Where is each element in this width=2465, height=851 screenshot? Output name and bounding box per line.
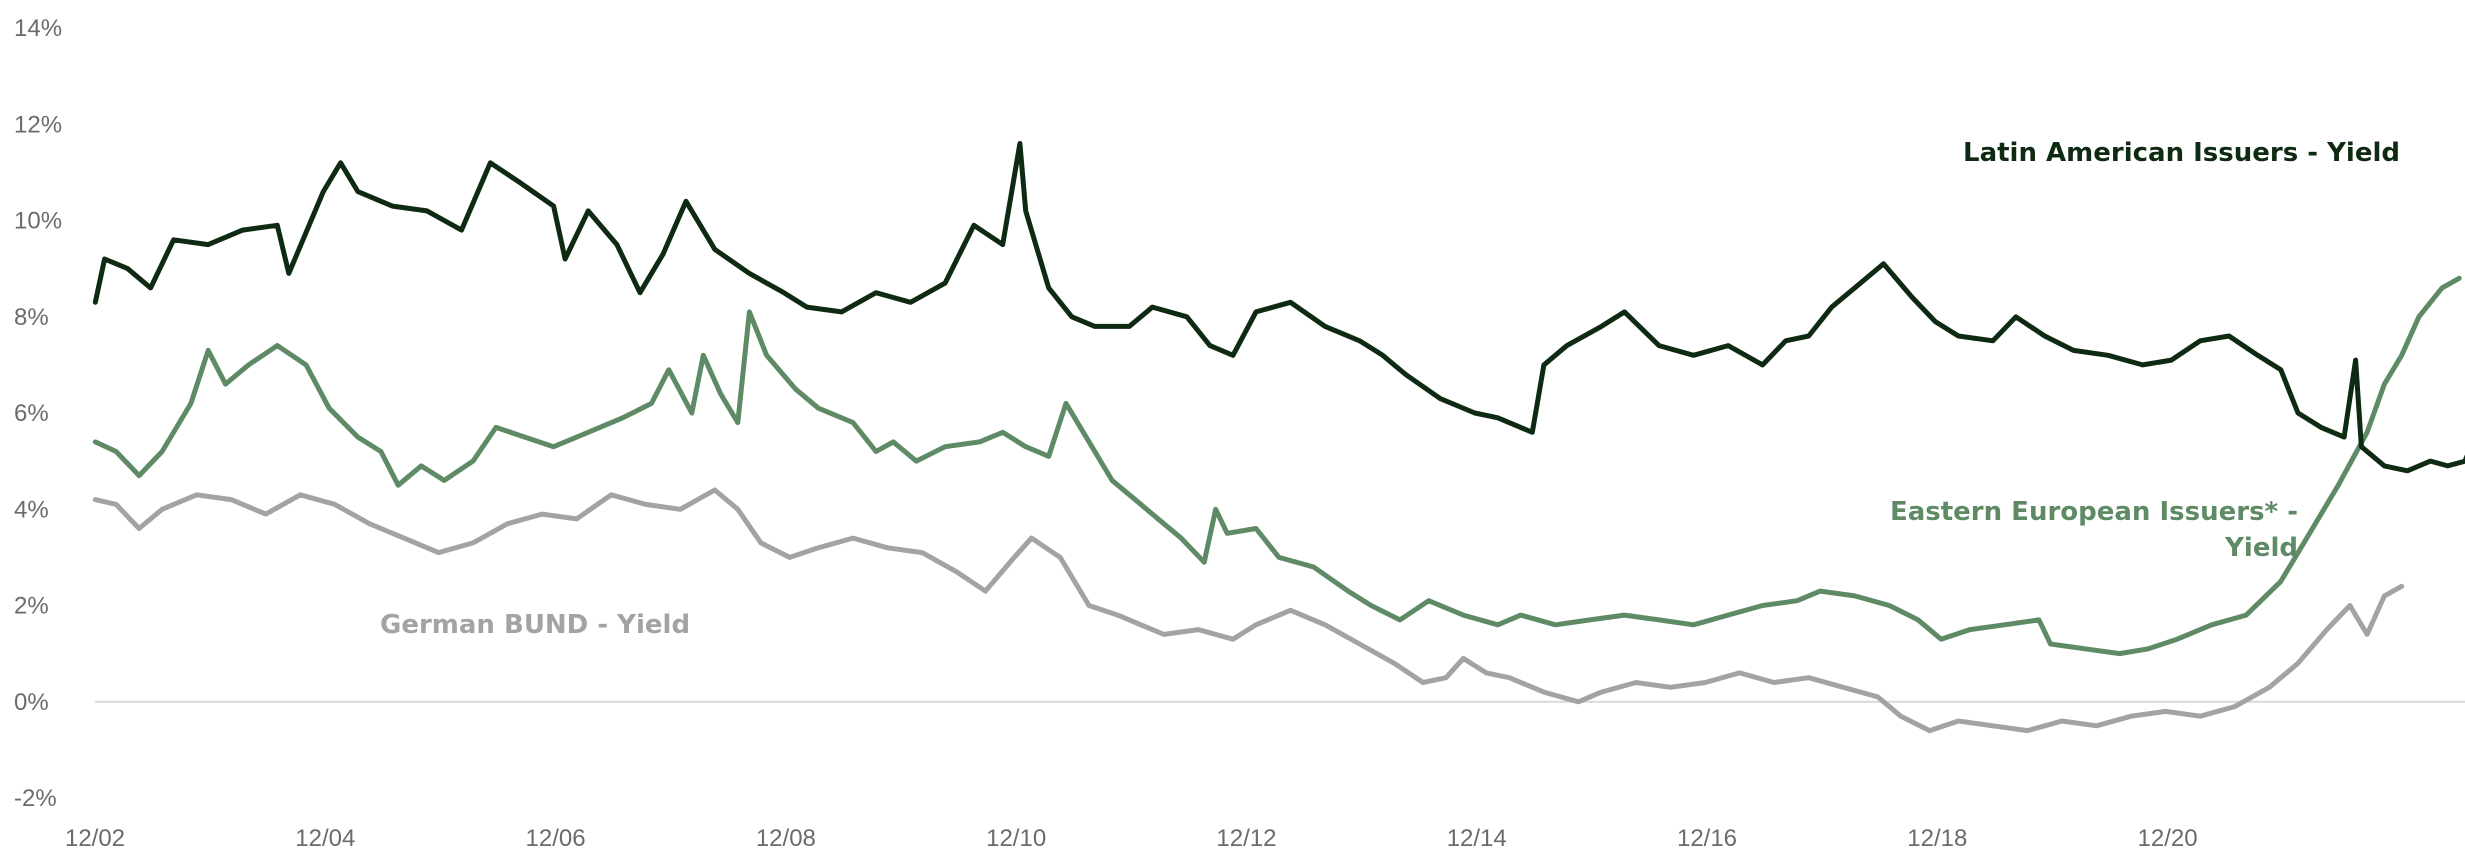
y-tick-label: 10%: [14, 208, 62, 235]
series-line-german-bund: [92, 487, 2405, 734]
label-latin-american-issuers: Latin American Issuers - Yield: [1963, 138, 2400, 168]
y-tick-label: -2%: [14, 785, 57, 812]
x-axis: 12/02 12/04 12/06 12/08 12/10 12/12 12/14 12/16…: [65, 825, 2198, 851]
y-tick-label: 2%: [14, 593, 49, 620]
x-tick-label: 12/12: [1216, 825, 1276, 851]
series-layer: [92, 141, 2465, 734]
label-eastern-european-issuers-line1: Eastern European Issuers* -: [1890, 497, 2298, 527]
y-tick-label: 0%: [14, 689, 49, 716]
label-german-bund: German BUND - Yield: [380, 610, 690, 640]
y-tick-label: 4%: [14, 496, 49, 523]
x-tick-label: 12/16: [1677, 825, 1737, 851]
x-tick-label: 12/06: [526, 825, 586, 851]
y-axis: -2% 0% 2% 4% 6% 8% 10% 12% 14%: [14, 15, 62, 812]
x-tick-label: 12/02: [65, 825, 125, 851]
x-tick-label: 12/08: [756, 825, 816, 851]
x-tick-label: 12/14: [1447, 825, 1507, 851]
series-line-latin-american: [92, 141, 2465, 474]
x-tick-label: 12/10: [986, 825, 1046, 851]
x-tick-label: 12/18: [1907, 825, 1967, 851]
series-line-eastern-european: [92, 275, 2462, 657]
label-eastern-european-issuers-line2: Yield: [2224, 533, 2298, 563]
y-tick-label: 8%: [14, 304, 49, 331]
y-tick-label: 12%: [14, 111, 62, 138]
x-tick-label: 12/20: [2138, 825, 2198, 851]
x-tick-label: 12/04: [295, 825, 355, 851]
y-tick-label: 6%: [14, 400, 49, 427]
y-tick-label: 14%: [14, 15, 62, 42]
